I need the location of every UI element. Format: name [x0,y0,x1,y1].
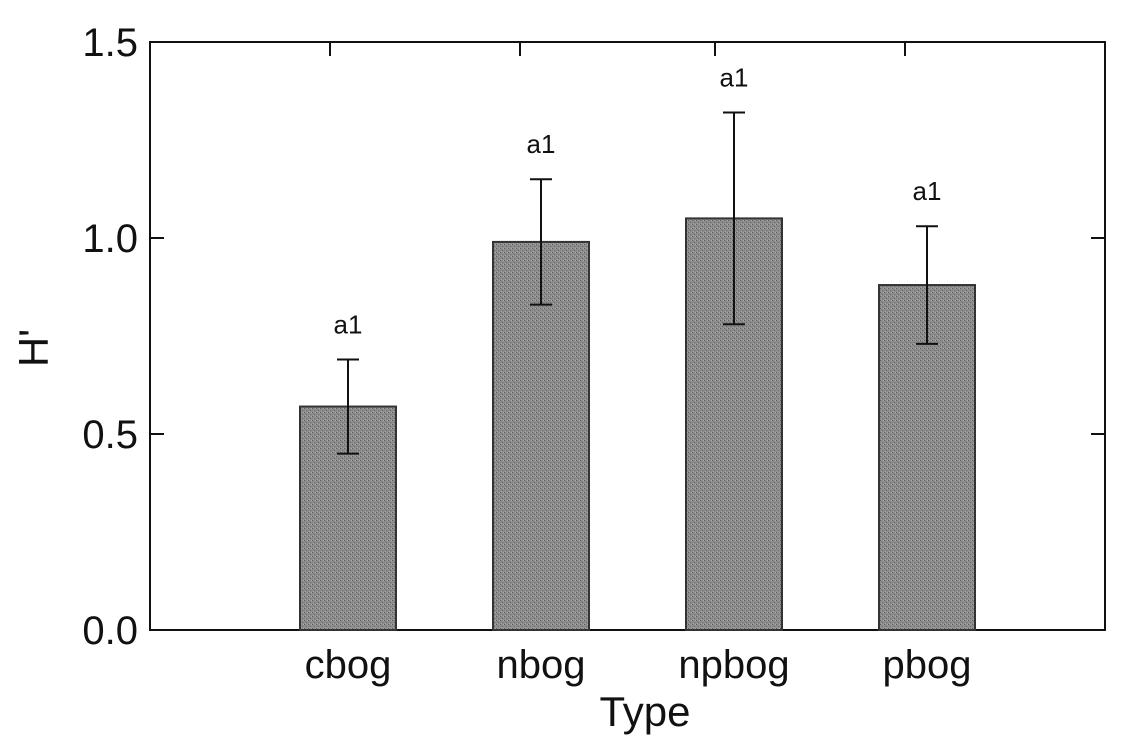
data-label-cbog: a1 [334,310,363,340]
y-tick-label: 1.0 [82,217,138,261]
data-label-nbog: a1 [527,129,556,159]
y-axis: 0.0 0.5 1.0 1.5 [82,21,1105,653]
bars-layer: a1 a1 a1 a1 [299,63,976,631]
y-axis-title: H' [10,329,57,367]
x-tick-label-cbog: cbog [305,643,392,687]
x-axis-title: Type [599,688,690,735]
data-label-pbog: a1 [913,176,942,206]
x-tick-label-pbog: pbog [883,643,972,687]
y-tick-label: 0.0 [82,609,138,653]
plot-frame [149,41,1106,631]
y-tick-label: 0.5 [82,413,138,457]
x-tick-label-npbog: npbog [678,643,789,687]
plot-border [149,41,1106,631]
x-tick-label-nbog: nbog [497,643,586,687]
x-axis: cbog nbog npbog pbog [305,643,972,687]
y-tick-label: 1.5 [82,21,138,65]
data-label-npbog: a1 [720,63,749,93]
